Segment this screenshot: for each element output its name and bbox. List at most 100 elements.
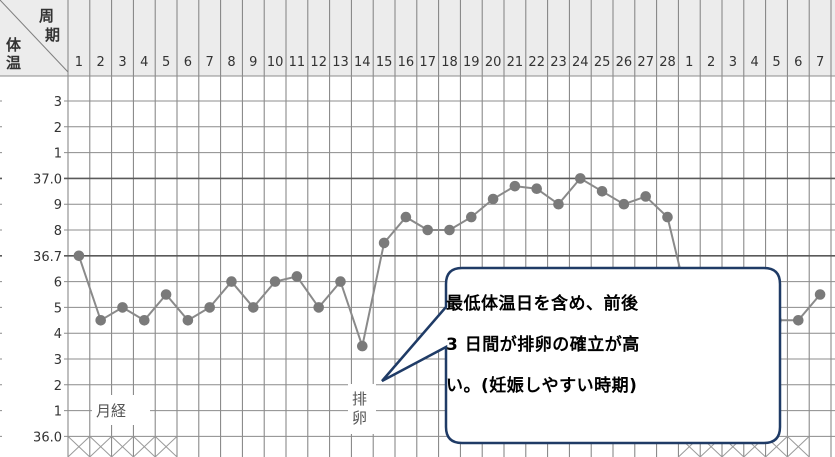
day-tick-label: 4 <box>751 55 759 70</box>
temp-tick-bg <box>2 143 64 162</box>
temp-tick-label: 1 <box>54 147 62 162</box>
header-band <box>0 0 835 76</box>
temp-tick-bg <box>2 350 64 368</box>
temperature-point <box>509 180 521 192</box>
temperature-point <box>814 289 826 300</box>
temp-tick-bg <box>2 117 64 136</box>
temperature-point <box>95 315 106 326</box>
day-tick-label: 16 <box>398 55 415 70</box>
temp-tick-bg <box>2 324 64 343</box>
day-tick-label: 18 <box>441 55 458 70</box>
temperature-point <box>182 315 194 326</box>
temp-tick-label: 2 <box>54 379 62 394</box>
day-tick-label: 4 <box>140 55 148 70</box>
temperature-point <box>117 302 128 313</box>
temperature-point <box>269 276 281 287</box>
temp-tick-label: 1 <box>54 405 62 420</box>
temperature-labels: 3 2 1 37.0 9 8 36.7 6 5 4 3 2 1 36.0 <box>2 92 64 446</box>
ovulation-label-1: 排 <box>352 390 367 408</box>
header-temp-label-1: 体 <box>6 36 22 54</box>
temp-tick-bg <box>2 221 64 239</box>
day-tick-label: 2 <box>707 55 715 70</box>
crossed-day-mark <box>89 436 112 457</box>
temp-tick-bg <box>2 427 64 446</box>
header-temp-label-2: 温 <box>6 54 21 72</box>
temperature-point <box>248 302 259 313</box>
temp-tick-label: 8 <box>54 224 62 239</box>
callout-line-2: 3 日間が排卵の確立が高 <box>446 335 640 355</box>
temperature-point <box>640 191 652 202</box>
day-tick-label: 11 <box>289 55 306 70</box>
day-tick-label: 8 <box>227 55 235 70</box>
day-tick-label: 15 <box>376 55 393 70</box>
header-cycle-label-2: 期 <box>45 26 60 44</box>
day-tick-label: 7 <box>206 55 214 70</box>
temperature-point <box>444 224 455 236</box>
temperature-point <box>73 250 85 262</box>
crossed-day-mark <box>111 436 134 457</box>
day-tick-label: 6 <box>184 55 192 70</box>
temperature-point <box>313 302 325 313</box>
temperature-point <box>335 276 346 287</box>
temperature-point <box>575 173 586 184</box>
temp-tick-bg <box>2 375 64 394</box>
day-tick-label: 6 <box>794 55 802 70</box>
menses-label: 月経 <box>96 402 126 420</box>
crossed-day-mark <box>787 436 810 457</box>
temperature-point <box>531 183 543 195</box>
temp-tick-label: 9 <box>54 198 62 213</box>
temp-tick-bg <box>2 195 64 214</box>
temp-tick-label: 5 <box>54 301 62 316</box>
temp-tick-bg <box>2 272 64 291</box>
temp-tick-bg <box>2 92 64 110</box>
temperature-point <box>400 211 412 223</box>
crossed-day-mark <box>133 436 156 457</box>
temperature-point <box>160 289 172 300</box>
header-diagonal <box>0 0 69 73</box>
temp-tick-bg <box>2 246 64 265</box>
temp-tick-bg <box>2 169 64 188</box>
day-tick-label: 20 <box>485 55 502 70</box>
day-tick-label: 25 <box>594 55 611 70</box>
temperature-point <box>291 271 303 282</box>
temp-tick-label: 3 <box>54 95 62 110</box>
temperature-point <box>204 302 215 313</box>
day-tick-label: 22 <box>528 55 545 70</box>
day-tick-label: 1 <box>685 55 693 70</box>
temp-tick-label: 2 <box>54 121 62 136</box>
day-tick-label: 5 <box>162 55 170 70</box>
temp-tick-bg <box>2 298 64 317</box>
day-tick-label: 3 <box>118 55 126 70</box>
temp-tick-bg <box>2 401 64 420</box>
day-tick-label: 26 <box>616 55 633 70</box>
temp-tick-label: 6 <box>54 276 62 291</box>
day-tick-label: 17 <box>419 55 436 70</box>
temperature-point <box>553 198 564 210</box>
day-tick-label: 7 <box>816 55 824 70</box>
day-tick-label: 3 <box>729 55 737 70</box>
day-tick-label: 1 <box>75 55 83 70</box>
header-cycle-label-1: 周 <box>39 7 54 25</box>
temperature-point <box>487 193 499 205</box>
temp-tick-label: 36.0 <box>33 430 62 445</box>
crossed-day-mark <box>154 436 178 457</box>
day-tick-label: 24 <box>572 55 589 70</box>
ovulation-label-2: 卵 <box>352 409 367 427</box>
day-tick-label: 14 <box>354 55 371 70</box>
callout-line-3: い。(妊娠しやすい時期) <box>446 376 638 396</box>
temperature-point <box>793 315 804 326</box>
temperature-point <box>378 237 390 249</box>
crossed-day-mark <box>765 436 788 457</box>
temp-tick-label: 37.0 <box>33 172 62 187</box>
temperature-point <box>466 211 477 223</box>
temperature-point <box>139 315 150 326</box>
callout-bubble <box>381 266 782 445</box>
day-tick-label: 28 <box>659 55 676 70</box>
temp-tick-label: 4 <box>54 327 62 342</box>
temp-tick-label: 3 <box>54 353 62 368</box>
day-tick-label: 10 <box>267 55 284 70</box>
menses-label-bg <box>92 395 150 425</box>
day-tick-label: 5 <box>772 55 780 70</box>
crossed-day-mark <box>67 436 91 457</box>
